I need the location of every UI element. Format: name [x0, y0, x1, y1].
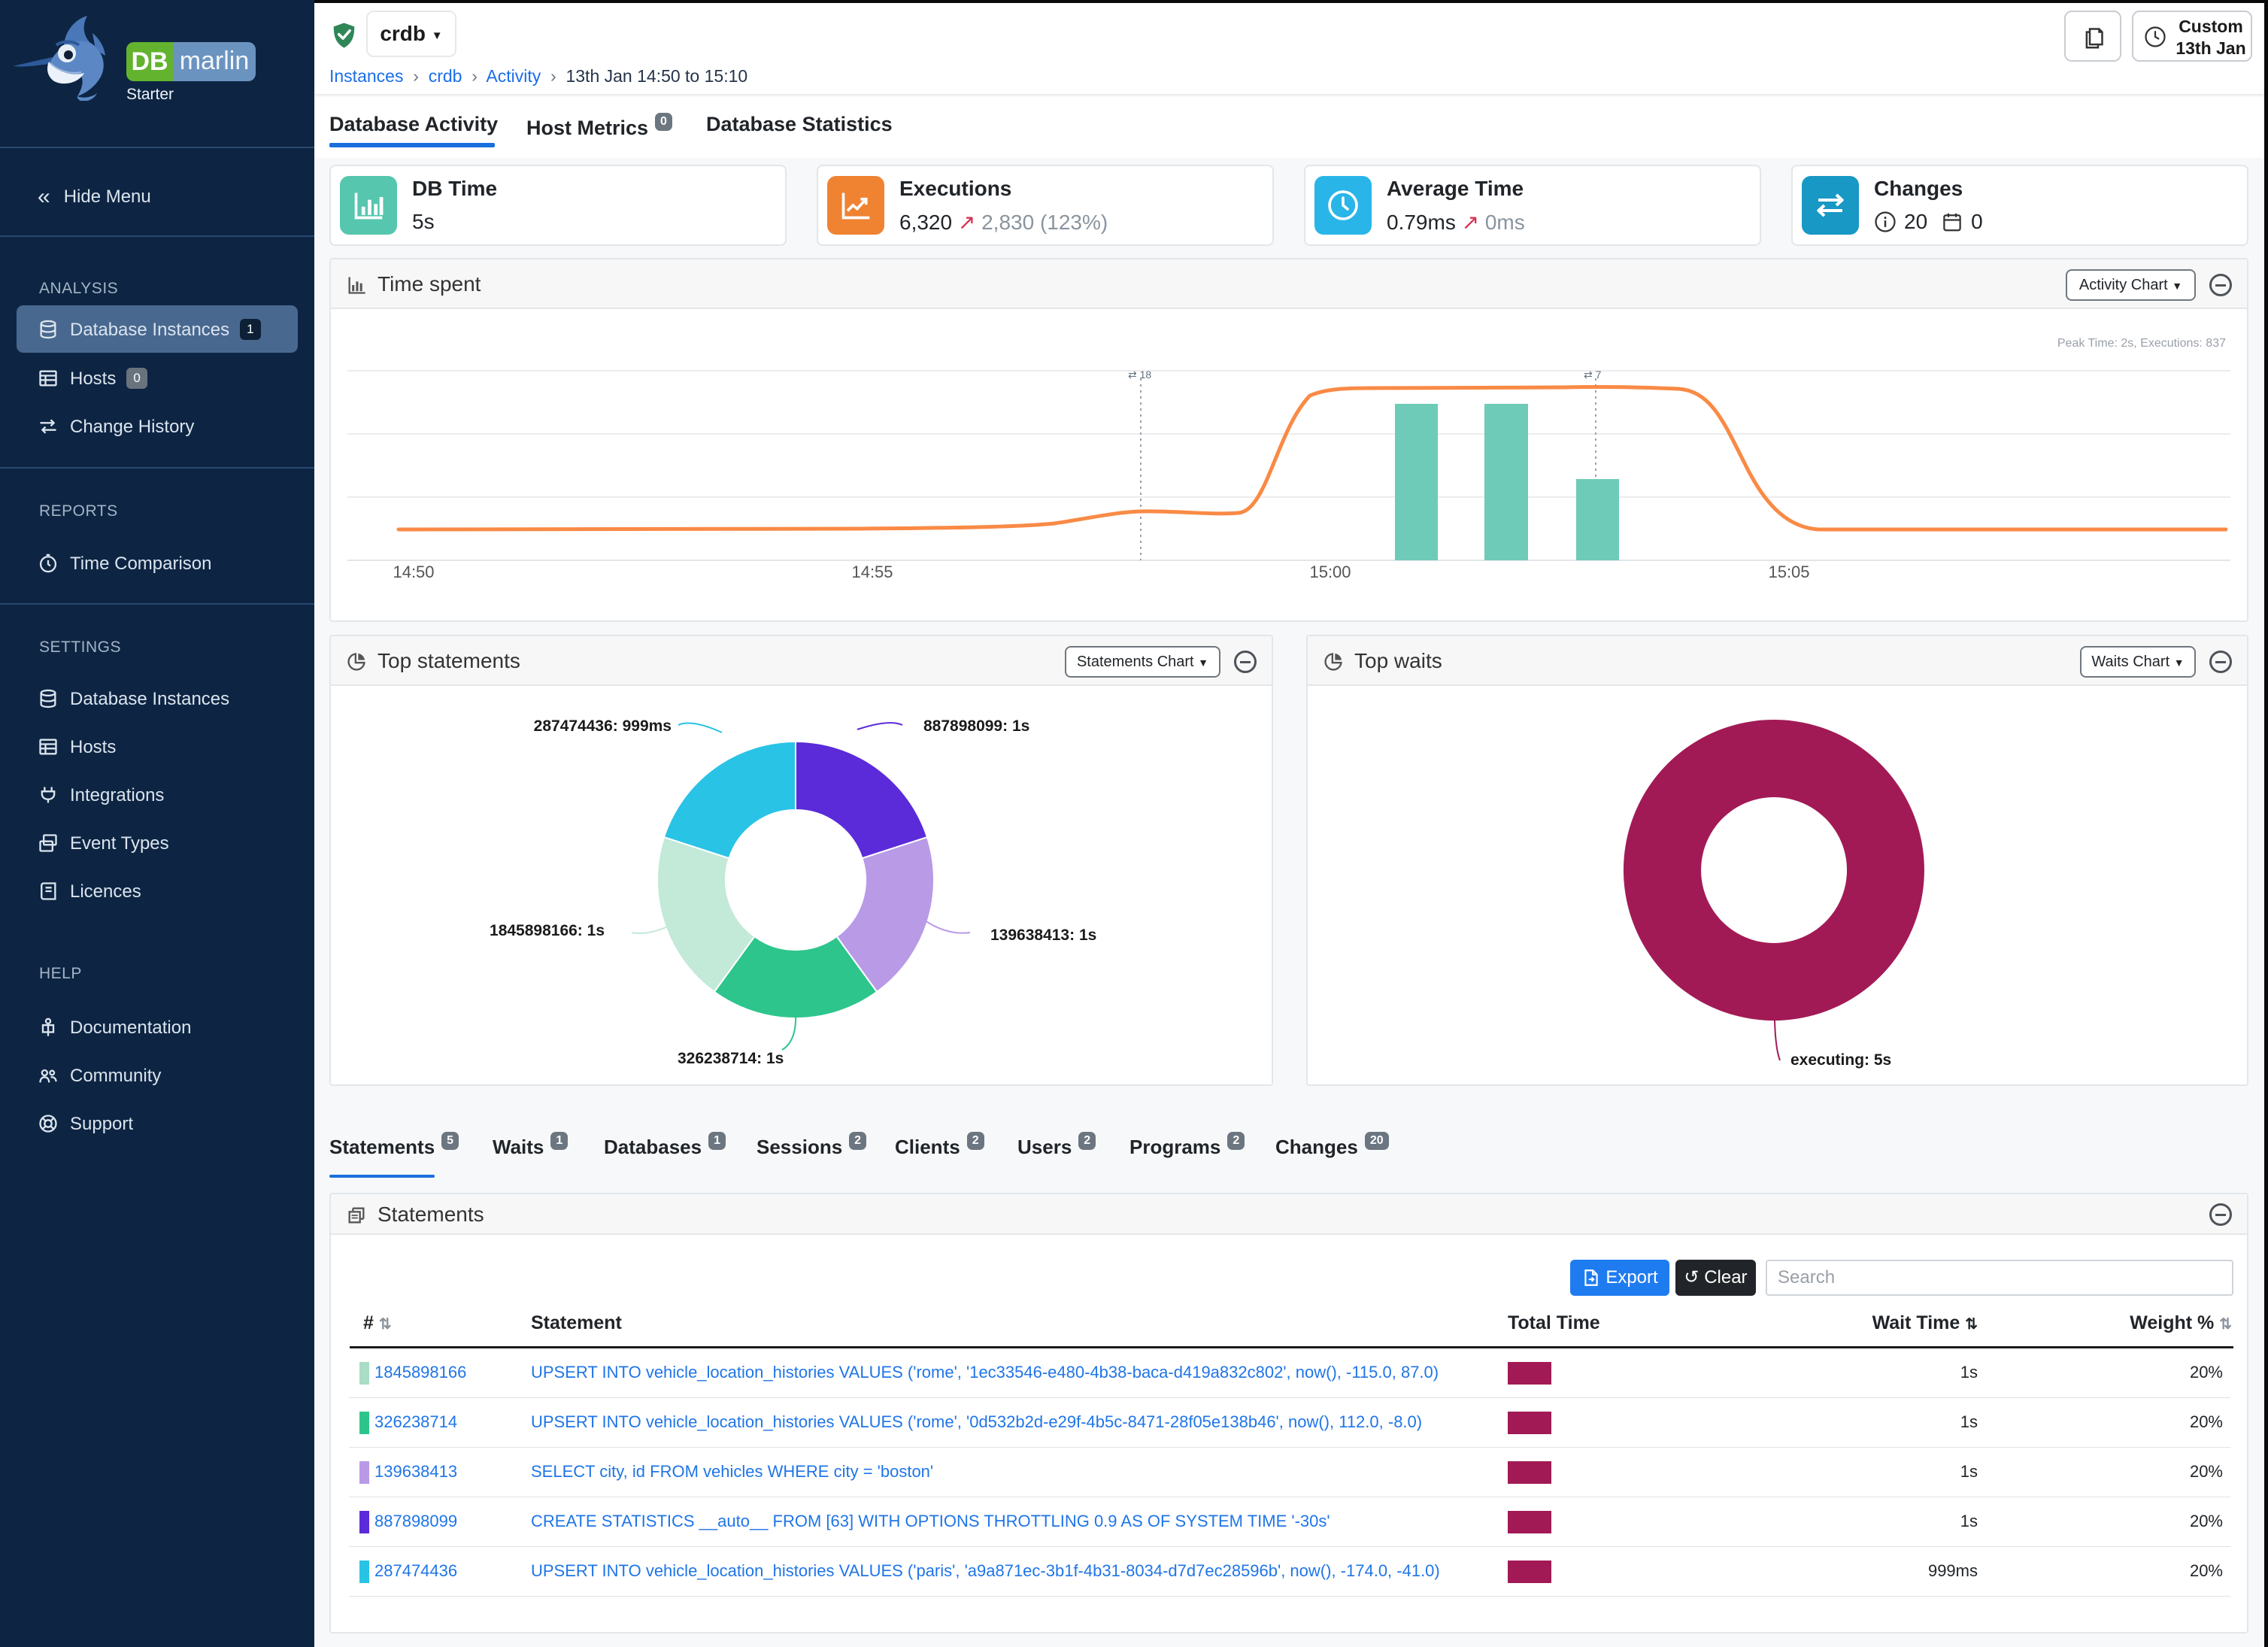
svg-text:⇄ 7: ⇄ 7	[1584, 369, 1602, 381]
svg-text:14:55: 14:55	[851, 563, 893, 581]
svg-text:Peak Time: 2s, Executions: 837: Peak Time: 2s, Executions: 837	[2057, 337, 2226, 350]
svg-text:1845898166: 1s: 1845898166: 1s	[490, 922, 605, 939]
svg-text:⇄ 18: ⇄ 18	[1128, 369, 1151, 381]
svg-text:executing: 5s: executing: 5s	[1790, 1051, 1891, 1069]
svg-text:287474436: 999ms: 287474436: 999ms	[534, 717, 672, 735]
svg-text:887898099: 1s: 887898099: 1s	[923, 717, 1029, 735]
svg-text:14:50: 14:50	[393, 563, 434, 581]
svg-text:326238714: 1s: 326238714: 1s	[678, 1050, 784, 1067]
svg-text:15:05: 15:05	[1768, 563, 1809, 581]
svg-text:15:00: 15:00	[1309, 563, 1351, 581]
svg-text:139638413: 1s: 139638413: 1s	[990, 927, 1096, 944]
